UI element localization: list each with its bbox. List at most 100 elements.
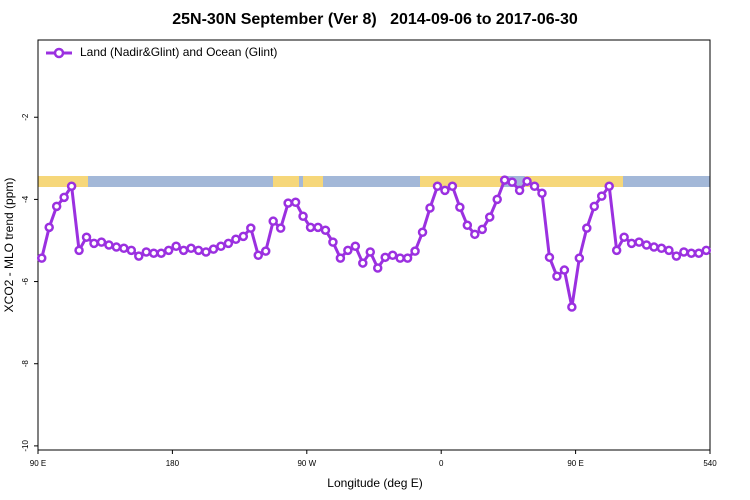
data-point xyxy=(604,181,614,192)
y-axis-label: XCO2 - MLO trend (ppm) xyxy=(2,178,16,313)
x-axis-label: Longitude (deg E) xyxy=(327,476,422,490)
y-tick-label: -6 xyxy=(21,277,30,285)
data-point xyxy=(589,201,600,212)
data-point xyxy=(686,248,697,258)
data-point xyxy=(59,192,69,203)
land-strip xyxy=(303,176,323,187)
data-point xyxy=(186,243,196,254)
data-point xyxy=(694,248,704,258)
x-tick-label: 540 xyxy=(703,459,717,468)
data-point xyxy=(649,242,659,252)
data-point xyxy=(193,245,204,256)
y-tick-label: -2 xyxy=(21,113,30,121)
data-point xyxy=(499,175,510,185)
data-point xyxy=(679,247,689,257)
data-point xyxy=(537,188,547,198)
chart-title: 25N-30N September (Ver 8) 2014-09-06 to … xyxy=(172,11,578,28)
data-point xyxy=(335,253,346,263)
data-point xyxy=(611,245,622,256)
data-point xyxy=(619,232,629,242)
data-point xyxy=(529,181,540,192)
data-point xyxy=(634,237,644,247)
y-tick-label: -8 xyxy=(21,360,30,368)
data-point xyxy=(596,191,607,201)
data-point xyxy=(126,245,137,256)
data-point xyxy=(410,246,420,256)
data-point xyxy=(36,253,47,263)
y-tick-label: -10 xyxy=(21,440,30,452)
x-tick-label: 180 xyxy=(166,459,180,468)
data-point xyxy=(298,211,308,221)
data-point xyxy=(477,224,488,235)
data-point xyxy=(395,253,405,263)
data-point xyxy=(208,244,219,254)
data-point xyxy=(74,245,84,256)
data-point xyxy=(656,243,667,254)
ocean-strip xyxy=(38,176,710,187)
data-point xyxy=(417,227,428,238)
data-point xyxy=(134,251,144,261)
data-point xyxy=(462,220,473,231)
data-point xyxy=(484,212,495,222)
data-point xyxy=(290,197,301,208)
data-point xyxy=(305,222,316,233)
land-ocean-strip xyxy=(38,176,710,187)
data-point xyxy=(372,263,383,273)
data-point xyxy=(567,302,577,312)
legend-marker xyxy=(53,47,65,59)
data-point xyxy=(104,240,114,250)
data-point xyxy=(641,240,652,250)
data-point xyxy=(701,245,712,256)
data-point xyxy=(552,271,562,281)
data-point xyxy=(350,241,361,251)
data-point xyxy=(492,194,502,205)
data-point xyxy=(171,241,181,251)
data-point xyxy=(96,237,107,247)
data-point xyxy=(178,245,189,256)
data-point xyxy=(111,242,122,252)
data-point xyxy=(380,252,390,263)
data-point xyxy=(283,198,293,208)
data-point xyxy=(425,203,435,213)
x-tick-label: 90 E xyxy=(30,459,46,468)
data-point xyxy=(574,253,585,263)
data-point xyxy=(671,251,682,261)
data-point xyxy=(156,248,166,258)
legend-entry: Land (Nadir&Glint) and Ocean (Glint) xyxy=(46,45,277,59)
land-strip xyxy=(273,176,299,187)
data-point xyxy=(246,223,256,233)
data-point xyxy=(148,248,159,258)
data-point xyxy=(119,243,129,254)
x-tick-label: 0 xyxy=(439,459,444,468)
data-point xyxy=(447,181,458,192)
data-point xyxy=(544,252,555,263)
data-point xyxy=(223,238,234,249)
data-point xyxy=(89,238,99,249)
data-point xyxy=(275,223,286,233)
data-point xyxy=(559,265,570,275)
plot-frame xyxy=(37,39,711,451)
y-tick-label: -4 xyxy=(21,195,30,203)
data-point xyxy=(201,247,211,257)
land-strip xyxy=(420,176,502,187)
data-point xyxy=(358,258,368,268)
x-tick-label: 90 W xyxy=(297,459,316,468)
data-point xyxy=(514,185,525,196)
data-point xyxy=(343,245,353,256)
data-point xyxy=(216,241,226,251)
data-point xyxy=(626,238,637,249)
data-point xyxy=(231,234,241,244)
data-point xyxy=(253,250,264,261)
data-point xyxy=(141,247,152,257)
data-point xyxy=(44,222,54,233)
data-point xyxy=(163,245,174,256)
data-point xyxy=(507,177,517,187)
legend-label: Land (Nadir&Glint) and Ocean (Glint) xyxy=(80,45,277,59)
data-point xyxy=(402,253,413,263)
land-strip xyxy=(38,176,88,187)
data-point xyxy=(320,225,331,235)
data-point xyxy=(470,229,480,240)
data-point xyxy=(238,231,249,242)
data-point xyxy=(81,232,92,242)
